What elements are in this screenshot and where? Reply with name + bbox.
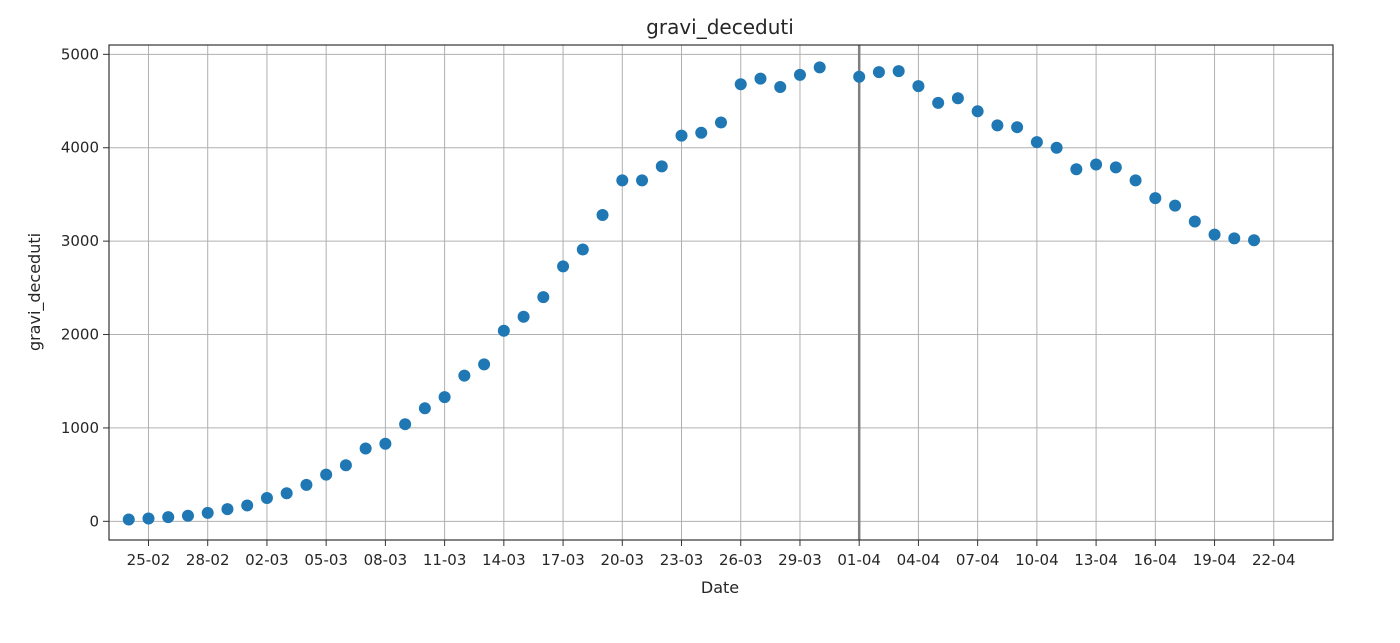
data-point: [320, 468, 333, 481]
y-axis-label: gravi_deceduti: [25, 233, 45, 351]
data-point: [1011, 121, 1024, 134]
data-point: [399, 418, 412, 431]
data-point: [1149, 192, 1162, 205]
y-axis-ticks: 0 1000 2000 3000 4000 5000: [61, 45, 109, 530]
data-point: [162, 511, 175, 524]
x-tick-label: 29-03: [778, 551, 822, 569]
x-tick-label: 10-04: [1015, 551, 1059, 569]
x-tick-label: 20-03: [600, 551, 644, 569]
data-point: [636, 174, 649, 187]
y-tick-label: 0: [89, 512, 99, 530]
data-point: [201, 506, 214, 519]
data-point: [1248, 234, 1261, 247]
data-point: [892, 65, 905, 78]
data-points: [122, 61, 1261, 526]
data-point: [596, 208, 609, 221]
x-tick-label: 28-02: [186, 551, 230, 569]
x-tick-label: 01-04: [837, 551, 881, 569]
data-point: [774, 81, 787, 94]
x-tick-label: 17-03: [541, 551, 585, 569]
x-axis-ticks: 25-02 28-02 02-03 05-03 08-03 11-03 14-03 17-03…: [127, 540, 1296, 569]
x-tick-label: 11-03: [423, 551, 467, 569]
x-tick-label: 05-03: [304, 551, 348, 569]
data-point: [497, 324, 510, 337]
data-point: [616, 174, 629, 187]
data-point: [418, 402, 431, 415]
data-point: [458, 369, 471, 382]
data-point: [675, 129, 688, 142]
data-point: [537, 291, 550, 304]
data-point: [1070, 163, 1083, 176]
x-tick-label: 23-03: [660, 551, 704, 569]
data-point: [438, 391, 451, 404]
data-point: [695, 126, 708, 139]
y-tick-label: 1000: [61, 419, 99, 437]
x-tick-label: 02-03: [245, 551, 289, 569]
data-point: [359, 442, 372, 455]
data-point: [793, 68, 806, 81]
data-point: [1050, 141, 1063, 154]
y-tick-label: 2000: [61, 326, 99, 344]
data-point: [576, 243, 589, 256]
data-point: [1030, 136, 1043, 149]
x-tick-label: 14-03: [482, 551, 526, 569]
data-point: [181, 509, 194, 522]
data-point: [872, 66, 885, 79]
x-tick-label: 25-02: [127, 551, 171, 569]
data-point: [142, 512, 155, 525]
x-tick-label: 04-04: [897, 551, 941, 569]
x-tick-label: 16-04: [1134, 551, 1178, 569]
data-point: [1129, 174, 1142, 187]
data-point: [122, 513, 135, 526]
data-point: [557, 260, 570, 273]
data-point: [221, 503, 234, 516]
data-point: [813, 61, 826, 74]
data-point: [991, 119, 1004, 132]
data-point: [379, 437, 392, 450]
data-point: [1228, 232, 1241, 245]
data-point: [912, 80, 925, 93]
x-tick-label: 22-04: [1252, 551, 1296, 569]
data-point: [1109, 161, 1122, 174]
data-point: [1188, 215, 1201, 228]
x-tick-label: 13-04: [1074, 551, 1118, 569]
plot-frame: [108, 44, 1334, 541]
data-point: [655, 160, 668, 173]
data-point: [1169, 199, 1182, 212]
data-point: [754, 72, 767, 85]
data-point: [853, 70, 866, 83]
data-point: [241, 499, 254, 512]
x-axis-label: Date: [701, 578, 739, 597]
y-tick-label: 5000: [61, 45, 99, 63]
data-point: [339, 459, 352, 472]
data-point: [951, 92, 964, 105]
x-tick-label: 07-04: [956, 551, 1000, 569]
data-point: [300, 478, 313, 491]
data-point: [971, 105, 984, 118]
data-point: [517, 310, 530, 323]
data-point: [1208, 228, 1221, 241]
x-tick-label: 08-03: [364, 551, 408, 569]
chart-title: gravi_deceduti: [646, 15, 794, 39]
data-point: [1090, 158, 1103, 171]
data-point: [734, 78, 747, 91]
data-point: [260, 491, 273, 504]
data-point: [478, 358, 491, 371]
data-point: [932, 96, 945, 109]
y-tick-label: 4000: [61, 139, 99, 157]
x-tick-label: 19-04: [1193, 551, 1237, 569]
x-tick-label: 26-03: [719, 551, 763, 569]
y-tick-label: 3000: [61, 232, 99, 250]
data-point: [715, 116, 727, 129]
data-point: [280, 487, 293, 500]
